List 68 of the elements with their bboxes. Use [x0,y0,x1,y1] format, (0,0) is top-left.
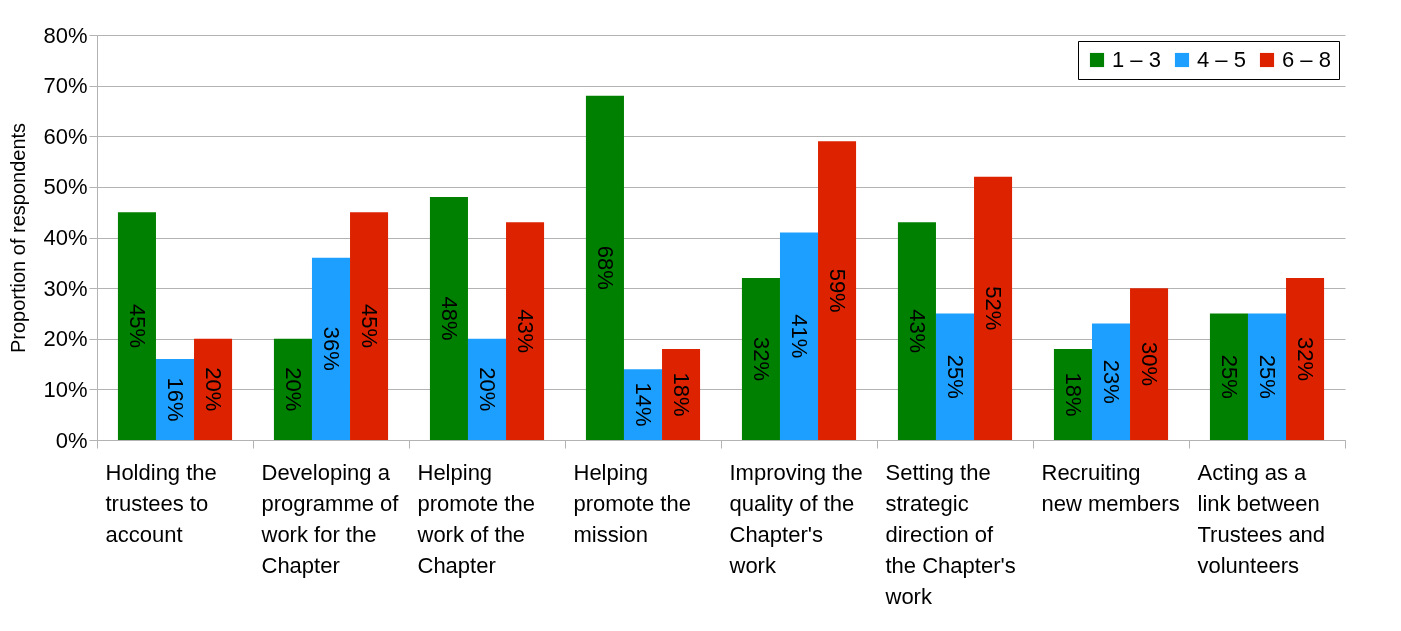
x-tick-label: Setting the strategic direction of the Chapter's work [884,459,1016,609]
bar [273,338,312,440]
y-tick-label: 10% [43,376,88,402]
x-tick-label: Improving the quality of the Chapter's work [728,459,863,578]
y-tick-label: 60% [43,123,88,149]
data-label: 45% [124,304,150,349]
data-label: 59% [825,268,851,313]
data-label: 43% [513,309,539,354]
y-axis-title: Proportion of respondents [7,122,30,354]
bar [429,197,468,440]
data-label: 32% [1293,336,1319,382]
y-tick-label: 40% [43,225,88,250]
legend-label: 4 – 5 [1197,47,1246,72]
y-tick-label: 30% [43,275,88,301]
bar [155,359,195,440]
bar [779,232,819,440]
bar [741,278,780,440]
bar [1209,313,1248,440]
data-label: 36% [319,326,344,371]
x-tick-label: Helping promote the work of the Chapter [416,459,535,578]
bar [1053,348,1092,440]
data-label: 16% [163,377,188,422]
y-tick-label: 80% [43,22,88,48]
legend-label: 1 – 3 [1112,47,1161,72]
bar [311,257,351,440]
data-label: 43% [904,309,930,354]
bar [662,348,701,440]
bar [935,313,975,440]
bar [506,222,545,440]
x-tick-label: Recruiting new members [1041,459,1180,516]
x-tick-label: Acting as a link between Trustees and volunteers [1197,459,1326,578]
data-label: 32% [748,336,774,382]
data-label: 25% [943,354,968,399]
bar [467,338,507,440]
x-tick-label: Developing a programme of work for the Chapter [260,459,400,578]
x-tick-label: Holding the trustees to account [105,459,217,547]
data-label: 18% [1060,372,1086,417]
bar [1247,313,1287,440]
data-label: 20% [201,367,227,412]
bar [1286,278,1325,440]
bar [974,176,1013,440]
bar [1091,323,1131,440]
bar [117,212,156,440]
data-label: 52% [981,286,1007,331]
data-label: 68% [592,245,618,290]
data-label: 25% [1255,354,1280,399]
bar [818,141,857,440]
data-label: 18% [669,372,695,417]
x-tick-label: Helping promote the mission [573,459,691,547]
data-label: 23% [1099,359,1124,404]
bar [1130,288,1169,440]
y-tick-label: 50% [43,174,88,200]
data-label: 25% [1216,354,1242,399]
data-label: 45% [357,304,383,349]
data-label: 20% [475,367,500,412]
bar [350,212,389,440]
y-tick-label: 0% [55,427,88,453]
y-tick-label: 70% [43,73,88,99]
data-label: 20% [280,367,306,412]
data-label: 41% [787,314,812,359]
bar [897,222,936,440]
data-label: 48% [436,296,462,341]
data-label: 14% [631,382,656,427]
bar [194,338,233,440]
bar [585,95,624,440]
data-label: 30% [1137,342,1163,387]
y-tick-label: 20% [43,326,88,352]
legend-label: 6 – 8 [1282,47,1331,72]
